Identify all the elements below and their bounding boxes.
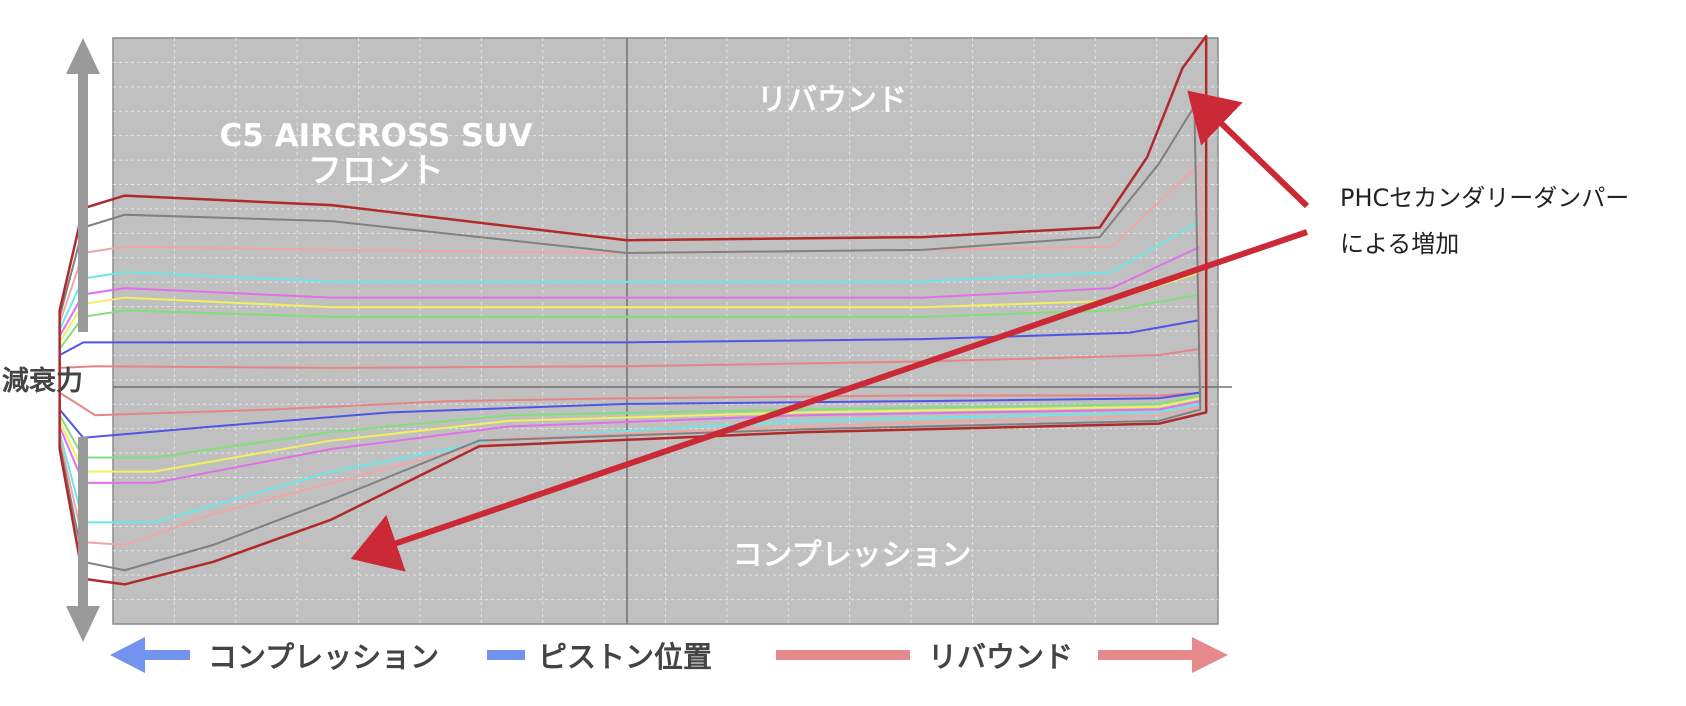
- force-loop-1: [58, 347, 1202, 417]
- force-loop-9: [58, 34, 1208, 586]
- annotation-arrow-compression: [350, 229, 1308, 572]
- bottom-label-piston-position: ピストン位置: [538, 640, 712, 674]
- vertical-axis-label: 減衰力: [2, 365, 83, 397]
- region-label-compression: コンプレッション: [732, 538, 971, 573]
- vertical-axis-arrow-icon: [66, 38, 100, 642]
- bottom-label-rebound: リバウンド: [928, 640, 1073, 674]
- rebound-dash-icon: [776, 650, 910, 660]
- annotation-arrow-rebound-peak: [1187, 90, 1310, 209]
- annotation-text-line2: による増加: [1340, 230, 1459, 258]
- compression-direction-arrow-icon: [110, 637, 190, 673]
- chart-title-line2: フロント: [308, 151, 444, 191]
- force-loop-8: [58, 105, 1202, 572]
- rebound-direction-arrow-icon: [1098, 637, 1228, 673]
- chart-title-line1: C5 AIRCROSS SUV: [219, 118, 532, 154]
- force-loops: [58, 34, 1208, 586]
- gridlines: [113, 38, 1218, 624]
- region-label-rebound: リバウンド: [757, 83, 907, 118]
- bottom-label-compression: コンプレッション: [208, 640, 439, 674]
- annotation-text-line1: PHCセカンダリーダンパー: [1340, 184, 1629, 212]
- force-loop-2: [58, 319, 1202, 439]
- piston-dash-icon: [487, 650, 525, 660]
